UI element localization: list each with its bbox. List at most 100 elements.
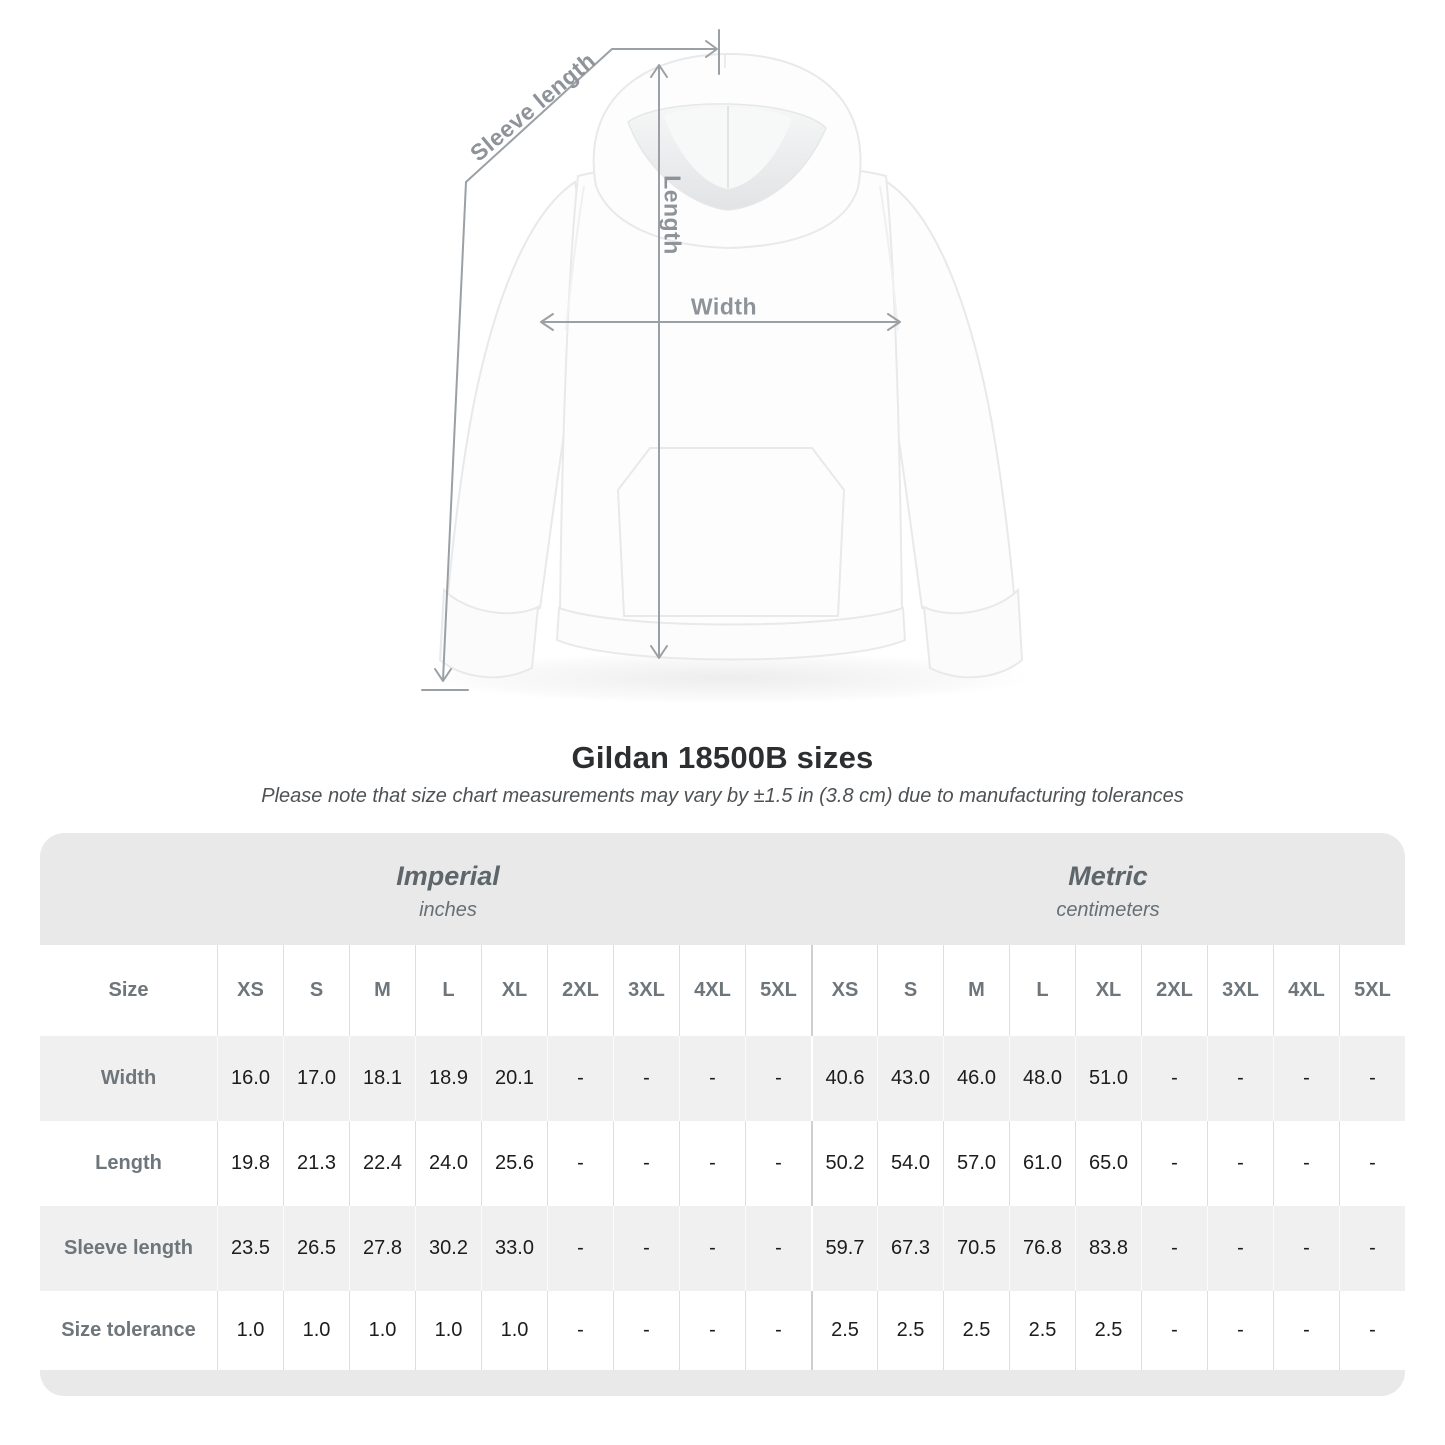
table-cell: - bbox=[1273, 1121, 1339, 1206]
table-cell: 2.5 bbox=[1009, 1291, 1075, 1370]
table-cell: - bbox=[745, 1206, 811, 1291]
imperial-title: Imperial bbox=[396, 860, 500, 891]
table-cell: 2.5 bbox=[877, 1291, 943, 1370]
hoodie-measurement-diagram: Sleeve length Length Width bbox=[421, 29, 1033, 704]
sleeve-length-arrow bbox=[421, 29, 720, 691]
table-cell: 22.4 bbox=[349, 1121, 415, 1206]
size-col-header: 2XL bbox=[547, 945, 613, 1036]
table-cell: 67.3 bbox=[877, 1206, 943, 1291]
size-col-header: 3XL bbox=[1207, 945, 1273, 1036]
table-cell: 33.0 bbox=[481, 1206, 547, 1291]
sleeve-arrowhead-down bbox=[434, 668, 452, 682]
table-cell: 57.0 bbox=[943, 1121, 1009, 1206]
table-cell: - bbox=[1339, 1036, 1405, 1121]
table-cell: - bbox=[1207, 1036, 1273, 1121]
right-cuff bbox=[922, 587, 1024, 679]
table-cell: - bbox=[679, 1036, 745, 1121]
table-cell: - bbox=[745, 1291, 811, 1370]
length-arrowhead-up bbox=[650, 64, 668, 78]
size-col-header: S bbox=[283, 945, 349, 1036]
table-cell: - bbox=[1273, 1206, 1339, 1291]
table-cell: - bbox=[547, 1206, 613, 1291]
size-col-header: XS bbox=[217, 945, 283, 1036]
table-cell: 1.0 bbox=[481, 1291, 547, 1370]
table-cell: - bbox=[1273, 1291, 1339, 1370]
table-row-size-tolerance: Size tolerance 1.0 1.0 1.0 1.0 1.0 - - -… bbox=[40, 1291, 1405, 1370]
table-cell: - bbox=[1339, 1206, 1405, 1291]
row-label: Length bbox=[95, 1152, 162, 1174]
imperial-header: Imperial inches bbox=[40, 833, 811, 945]
table-cell: 51.0 bbox=[1075, 1036, 1141, 1121]
measurement-arrows bbox=[421, 29, 901, 691]
metric-title: Metric bbox=[1068, 860, 1148, 891]
table-cell: 61.0 bbox=[1009, 1121, 1075, 1206]
size-col-header: 5XL bbox=[1339, 945, 1405, 1036]
size-col-header: XS bbox=[811, 945, 877, 1036]
table-cell: - bbox=[613, 1206, 679, 1291]
width-label: Width bbox=[690, 293, 758, 320]
table-cell: - bbox=[1141, 1036, 1207, 1121]
sleeve-arrowhead-right bbox=[705, 40, 718, 58]
table-cell: - bbox=[679, 1206, 745, 1291]
table-cell: - bbox=[1339, 1291, 1405, 1370]
table-cell: 1.0 bbox=[283, 1291, 349, 1370]
imperial-unit: inches bbox=[419, 898, 477, 921]
table-cell: - bbox=[1141, 1121, 1207, 1206]
table-cell: - bbox=[547, 1121, 613, 1206]
table-cell: 17.0 bbox=[283, 1036, 349, 1121]
table-cell: - bbox=[1273, 1036, 1339, 1121]
size-col-header: M bbox=[943, 945, 1009, 1036]
size-col-header: S bbox=[877, 945, 943, 1036]
table-cell: 70.5 bbox=[943, 1206, 1009, 1291]
table-cell: 1.0 bbox=[415, 1291, 481, 1370]
table-cell: - bbox=[613, 1121, 679, 1206]
size-col-header: L bbox=[415, 945, 481, 1036]
table-cell: 59.7 bbox=[811, 1206, 877, 1291]
kangaroo-pocket bbox=[616, 447, 846, 617]
unit-header-band: Imperial inches Metric centimeters bbox=[40, 833, 1405, 945]
table-cell: 2.5 bbox=[811, 1291, 877, 1370]
table-cell: 18.9 bbox=[415, 1036, 481, 1121]
size-table: Imperial inches Metric centimeters Size … bbox=[40, 833, 1405, 1396]
table-cell: 54.0 bbox=[877, 1121, 943, 1206]
metric-unit: centimeters bbox=[1056, 898, 1160, 921]
size-col-header: XL bbox=[1075, 945, 1141, 1036]
table-row-length: Length 19.8 21.3 22.4 24.0 25.6 - - - - … bbox=[40, 1121, 1405, 1206]
table-cell: 76.8 bbox=[1009, 1206, 1075, 1291]
sleeve-measure-line bbox=[442, 48, 717, 681]
length-arrowhead-down bbox=[650, 645, 668, 659]
table-cell: 16.0 bbox=[217, 1036, 283, 1121]
table-cell: 65.0 bbox=[1075, 1121, 1141, 1206]
left-cuff bbox=[438, 587, 540, 679]
table-cell: - bbox=[1141, 1291, 1207, 1370]
table-cell: - bbox=[1207, 1121, 1273, 1206]
table-cell: - bbox=[547, 1291, 613, 1370]
table-cell: 2.5 bbox=[943, 1291, 1009, 1370]
row-label: Sleeve length bbox=[64, 1237, 193, 1259]
table-cell: - bbox=[1141, 1206, 1207, 1291]
table-cell: 1.0 bbox=[349, 1291, 415, 1370]
hoodie-graphic bbox=[438, 52, 1024, 679]
table-footer-band bbox=[40, 1370, 1405, 1396]
size-col-header: 3XL bbox=[613, 945, 679, 1036]
left-armhole-seam bbox=[565, 185, 585, 331]
width-arrowhead-right bbox=[887, 313, 901, 331]
right-armhole-seam bbox=[879, 185, 899, 331]
width-arrowhead-left bbox=[540, 313, 554, 331]
width-arrow bbox=[540, 313, 901, 331]
table-cell: - bbox=[745, 1036, 811, 1121]
table-cell: 46.0 bbox=[943, 1036, 1009, 1121]
table-cell: - bbox=[1339, 1121, 1405, 1206]
metric-header: Metric centimeters bbox=[811, 833, 1405, 945]
size-col-header: L bbox=[1009, 945, 1075, 1036]
size-col-header: 4XL bbox=[679, 945, 745, 1036]
size-col-header: 5XL bbox=[745, 945, 811, 1036]
table-cell: 19.8 bbox=[217, 1121, 283, 1206]
hem-band bbox=[555, 606, 907, 661]
tolerance-note: Please note that size chart measurements… bbox=[261, 785, 1184, 807]
hoodie-shadow bbox=[423, 652, 1033, 704]
table-cell: 48.0 bbox=[1009, 1036, 1075, 1121]
size-col-header: 2XL bbox=[1141, 945, 1207, 1036]
table-cell: 40.6 bbox=[811, 1036, 877, 1121]
table-cell: 26.5 bbox=[283, 1206, 349, 1291]
